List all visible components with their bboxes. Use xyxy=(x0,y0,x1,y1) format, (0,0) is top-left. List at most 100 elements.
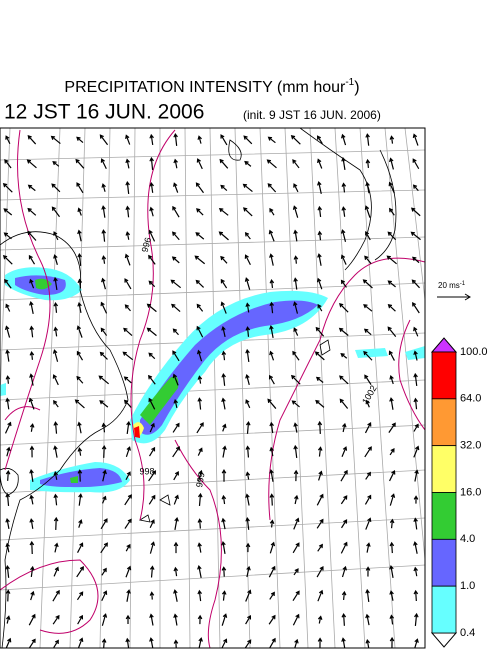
wind-arrow xyxy=(52,374,59,386)
wind-arrow xyxy=(318,470,323,481)
wind-arrow xyxy=(2,255,13,265)
wind-arrow xyxy=(5,492,11,507)
wind-arrow xyxy=(29,518,34,529)
wind-arrow xyxy=(267,183,277,193)
wind-arrow xyxy=(269,421,274,434)
wind-arrow xyxy=(317,543,323,552)
wind-arrow xyxy=(76,182,84,194)
wind-arrow xyxy=(173,639,179,648)
wind-arrow xyxy=(221,350,227,361)
wind-arrow xyxy=(389,590,394,601)
wind-arrow xyxy=(267,398,277,409)
wind-arrow xyxy=(269,350,275,361)
title-close: ) xyxy=(354,79,359,96)
wind-arrow xyxy=(78,493,83,506)
wind-arrow xyxy=(125,543,131,552)
wind-arrow xyxy=(364,494,372,505)
wind-arrow xyxy=(412,184,419,192)
wind-arrow xyxy=(172,350,180,362)
wind-scale-text: 20 ms xyxy=(438,281,460,290)
wind-arrow xyxy=(76,350,84,361)
wind-arrow xyxy=(171,303,181,312)
wind-arrow xyxy=(413,589,419,602)
wind-arrow xyxy=(149,182,154,193)
wind-arrow xyxy=(365,566,371,577)
map-frame xyxy=(0,127,426,649)
wind-arrow xyxy=(149,613,154,626)
wind-arrow xyxy=(125,446,131,457)
wind-arrow xyxy=(29,423,35,432)
wind-arrow xyxy=(245,445,251,458)
wind-arrow xyxy=(412,256,420,264)
wind-arrow xyxy=(412,133,419,146)
wind-arrow xyxy=(221,638,228,648)
isobar-label: 996 xyxy=(140,236,154,253)
wind-arrow xyxy=(101,495,107,504)
wind-arrow xyxy=(220,255,228,264)
wind-arrow xyxy=(413,326,419,337)
wind-arrow xyxy=(5,303,11,312)
wind-arrow xyxy=(389,135,395,144)
colorbar-under xyxy=(430,632,458,648)
wind-arrow xyxy=(340,469,348,482)
wind-arrow xyxy=(341,133,347,146)
colorbar-segment xyxy=(431,398,457,447)
wind-arrow xyxy=(124,253,131,266)
wind-arrow xyxy=(99,351,108,360)
wind-arrow xyxy=(76,566,84,578)
wind-arrow xyxy=(123,327,133,336)
wind-arrow xyxy=(149,591,155,600)
wind-arrow xyxy=(5,564,10,578)
wind-arrow xyxy=(172,446,180,458)
wind-arrow xyxy=(221,590,227,601)
coastlines xyxy=(0,128,397,648)
wind-arrow xyxy=(389,470,396,482)
wind-arrow xyxy=(53,301,59,313)
wind-arrow xyxy=(245,373,250,386)
wind-arrow xyxy=(5,517,10,530)
wind-arrow xyxy=(77,207,82,216)
wind-arrow xyxy=(293,422,298,433)
wind-arrow xyxy=(53,493,59,506)
wind-arrow xyxy=(244,639,252,648)
wind-arrow xyxy=(292,590,300,601)
wind-arrow xyxy=(5,135,11,145)
wind-arrow xyxy=(293,229,298,242)
wind-arrow xyxy=(365,613,370,626)
wind-arrow xyxy=(413,445,420,458)
wind-arrow xyxy=(293,277,298,290)
wind-arrow xyxy=(53,516,59,530)
wind-arrow xyxy=(221,372,226,386)
wind-arrow xyxy=(293,517,300,530)
wind-arrow xyxy=(53,400,59,408)
wind-arrow xyxy=(100,158,107,170)
wind-arrow xyxy=(125,205,131,218)
wind-arrow xyxy=(29,373,34,386)
wind-arrow xyxy=(52,614,60,625)
wind-arrow xyxy=(148,229,156,242)
wind-arrow xyxy=(125,471,131,481)
wind-arrow xyxy=(4,159,12,169)
wind-arrow xyxy=(341,206,347,217)
wind-arrow xyxy=(28,638,36,648)
wind-arrow xyxy=(101,590,108,601)
colorbar: 100.0 64.0 32.0 16.0 4.0 1.0 0.4 xyxy=(430,337,488,648)
wind-arrow xyxy=(315,399,325,408)
wind-arrow xyxy=(3,232,12,240)
wind-arrow xyxy=(125,134,131,145)
wind-arrow xyxy=(173,158,178,169)
wind-arrow xyxy=(244,232,251,240)
wind-arrow xyxy=(101,229,107,242)
wind-arrow xyxy=(245,589,252,602)
wind-arrow xyxy=(27,135,37,145)
wind-arrow xyxy=(148,280,156,288)
wind-arrow xyxy=(317,253,322,266)
wind-arrow xyxy=(339,302,349,313)
wind-arrow xyxy=(125,637,130,648)
wind-arrow xyxy=(101,205,106,218)
wind-arrow xyxy=(196,208,204,216)
wind-arrow xyxy=(29,278,35,289)
wind-arrow xyxy=(341,613,347,626)
wind-arrow xyxy=(389,448,395,456)
wind-arrow xyxy=(341,590,347,601)
